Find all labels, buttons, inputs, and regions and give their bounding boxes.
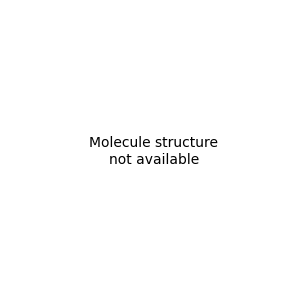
Text: Molecule structure
not available: Molecule structure not available xyxy=(89,136,218,166)
